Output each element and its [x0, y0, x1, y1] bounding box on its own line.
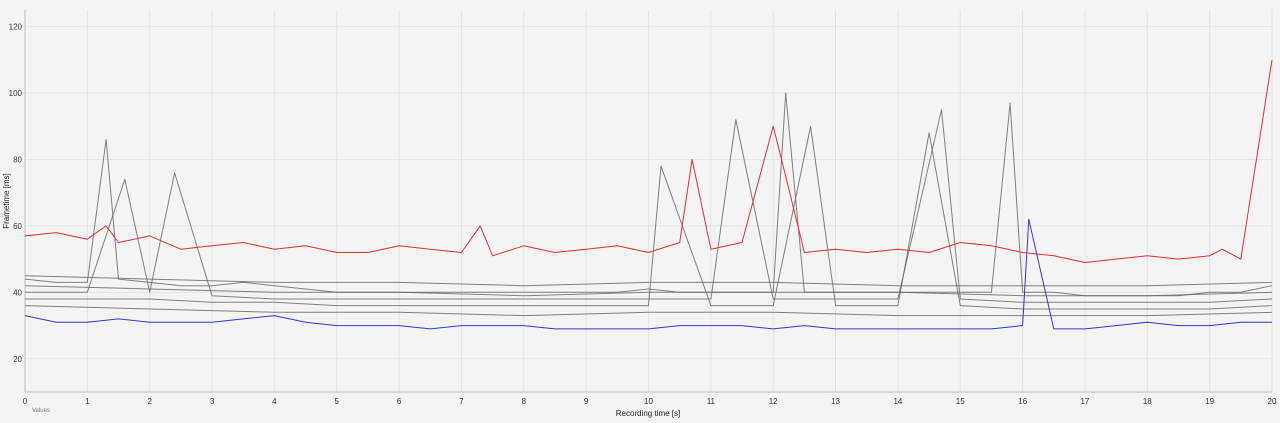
series-line [24, 92, 1273, 297]
axes [24, 10, 1272, 393]
y-tick-label: 20 [13, 355, 22, 364]
x-tick-label: 17 [1080, 397, 1089, 406]
y-tick-label: 100 [9, 89, 23, 98]
series-group [24, 59, 1273, 330]
x-tick-label: 20 [1268, 397, 1277, 406]
x-tick-label: 16 [1018, 397, 1027, 406]
x-tick-label: 5 [335, 397, 340, 406]
x-axis-title: Recording time [s] [616, 409, 680, 418]
x-tick-label: 11 [707, 397, 716, 406]
x-tick-label: 19 [1205, 397, 1214, 406]
series-line [25, 109, 1273, 303]
grid [24, 10, 1273, 392]
x-tick-label: 1 [85, 397, 90, 406]
x-tick-label: 12 [769, 397, 778, 406]
series-line [25, 125, 1273, 310]
x-tick-label: 6 [397, 397, 402, 406]
x-tick-labels: 0 1 2 3 4 5 6 7 8 9 10 11 12 13 14 15 16 17 18 19 20 [23, 397, 1277, 406]
x-tick-label: 10 [644, 397, 653, 406]
series-line [24, 305, 1273, 317]
series-line [24, 218, 1272, 330]
y-tick-label: 80 [13, 155, 22, 164]
x-tick-label: 14 [893, 397, 902, 406]
y-tick-label: 40 [13, 288, 22, 297]
y-tick-label: 60 [13, 222, 22, 231]
x-tick-label: 15 [956, 397, 965, 406]
y-axis-title: Frametime [ms] [2, 173, 11, 229]
x-tick-label: 0 [23, 397, 28, 406]
series-line [24, 59, 1273, 263]
legend-label: Values [32, 408, 50, 414]
x-tick-label: 8 [522, 397, 527, 406]
x-tick-label: 9 [584, 397, 589, 406]
x-tick-label: 18 [1143, 397, 1152, 406]
x-tick-label: 7 [459, 397, 464, 406]
series-line [24, 285, 1273, 297]
x-tick-label: 4 [272, 397, 277, 406]
y-tick-label: 120 [9, 23, 23, 32]
y-tick-labels: 20 40 60 80 100 120 [9, 23, 23, 364]
x-tick-label: 3 [210, 397, 215, 406]
x-tick-label: 13 [831, 397, 840, 406]
series-line [24, 275, 1273, 287]
x-tick-label: 2 [147, 397, 152, 406]
